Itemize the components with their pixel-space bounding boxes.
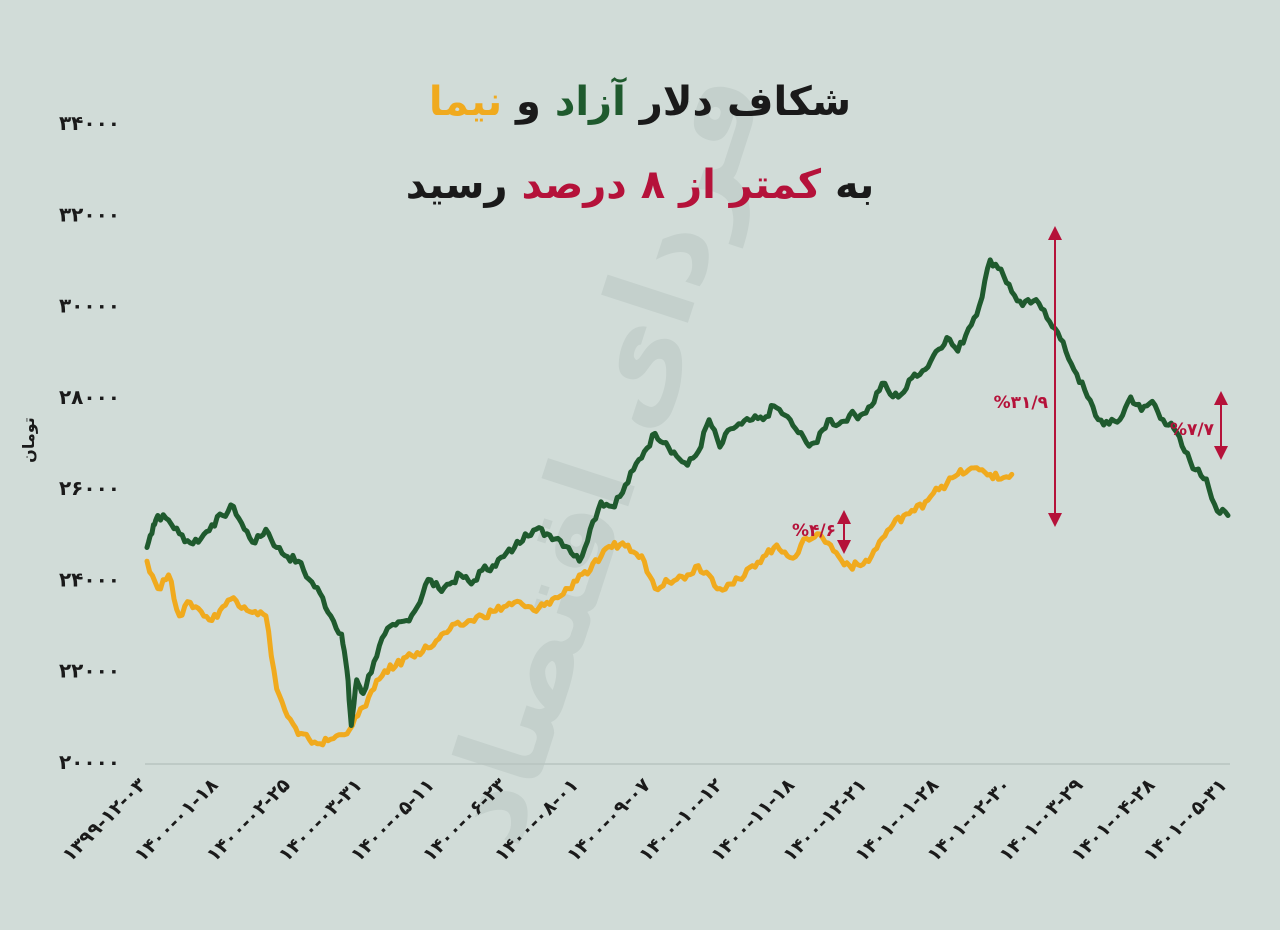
series-line-nima: [144, 465, 1015, 748]
y-tick-label: ۳۰۰۰۰: [59, 294, 120, 318]
gap-label: %۴/۶: [792, 521, 836, 541]
x-axis: ۱۳۹۹-۱۲-۰۳۱۴۰۰-۰۱-۱۸۱۴۰۰-۰۲-۲۵۱۴۰۰-۰۳-۳۱…: [58, 774, 1231, 867]
y-tick-label: ۲۸۰۰۰: [59, 385, 120, 409]
y-tick-label: ۲۲۰۰۰: [59, 659, 120, 683]
plot-area: [144, 257, 1231, 748]
title-line1-part1: شکاف دلار: [626, 79, 851, 125]
y-tick-label: ۳۴۰۰۰: [59, 111, 120, 135]
chart-title-line1: شکاف دلار آزاد و نیما: [429, 76, 851, 125]
y-tick-label: ۲۴۰۰۰: [59, 567, 120, 591]
y-axis-label: تومان: [19, 417, 38, 463]
title-line2-part3: رسید: [406, 162, 522, 208]
title-line2-part2: کمتر از ۸ درصد: [521, 162, 821, 208]
title-line2-part1: به: [821, 162, 874, 208]
y-tick-label: ۳۲۰۰۰: [59, 202, 120, 226]
y-axis: ۲۰۰۰۰ ۲۲۰۰۰ ۲۴۰۰۰ ۲۶۰۰۰ ۲۸۰۰۰ ۳۰۰۰۰ ۳۲۰۰۰ ۳۴۰۰۰: [59, 111, 120, 774]
y-tick-label: ۲۰۰۰۰: [59, 750, 120, 774]
chart-title-line2: به کمتر از ۸ درصد رسید: [406, 162, 875, 208]
annotations: %۴/۶ %۳۱/۹ %۷/۷: [792, 226, 1228, 554]
title-line1-part2: آزاد: [555, 76, 627, 125]
y-tick-label: ۲۶۰۰۰: [59, 476, 120, 500]
gap-label: %۷/۷: [1170, 420, 1215, 440]
title-line1-part3: و: [502, 79, 555, 125]
title-line1-part4: نیما: [429, 79, 502, 125]
series-line-free: [144, 257, 1231, 728]
gap-label: %۳۱/۹: [994, 393, 1049, 413]
